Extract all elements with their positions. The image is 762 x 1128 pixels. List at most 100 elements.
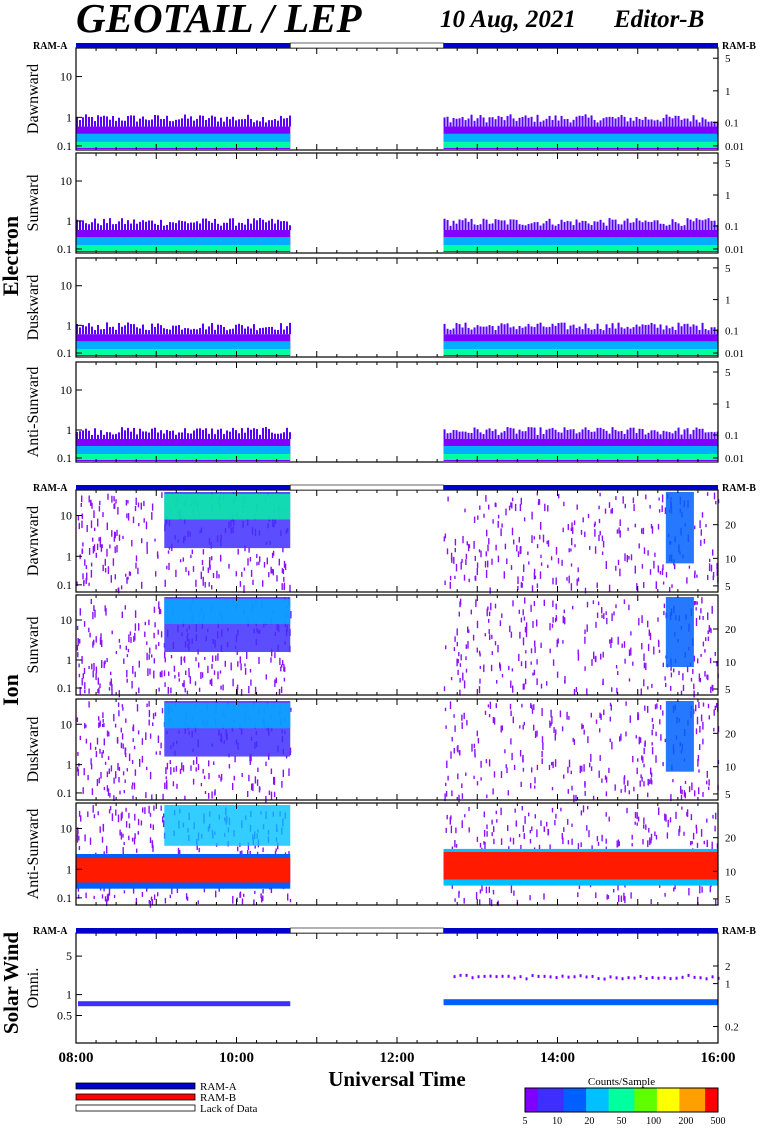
noise-speck <box>480 760 482 768</box>
y-tick-label: 1 <box>66 862 72 876</box>
colorbar-segment <box>566 1088 571 1112</box>
noise-speck <box>477 515 479 520</box>
band-speck <box>268 428 270 439</box>
noise-speck <box>702 721 704 730</box>
noise-speck <box>554 733 556 741</box>
noise-speck <box>593 651 595 659</box>
band-speck <box>76 219 78 230</box>
noise-speck <box>497 644 499 653</box>
noise-speck <box>207 665 209 674</box>
colorbar-segment <box>637 1088 642 1112</box>
band-speck <box>635 324 638 335</box>
band-speck <box>250 223 252 230</box>
colorbar-segment <box>598 1088 603 1112</box>
noise-speck <box>113 536 115 542</box>
y2-tick-label: 20 <box>725 624 737 636</box>
noise-speck <box>137 730 140 735</box>
noise-speck <box>111 689 113 695</box>
band-speck <box>148 120 150 127</box>
noise-speck <box>491 819 493 825</box>
noise-speck <box>582 805 585 813</box>
noise-speck <box>571 823 573 827</box>
noise-speck <box>102 750 104 754</box>
band-speck <box>160 430 162 439</box>
band-speck <box>569 429 572 439</box>
band-speck <box>247 114 249 127</box>
noise-speck <box>536 764 539 771</box>
noise-speck <box>168 562 170 571</box>
band-speck <box>689 434 692 439</box>
noise-speck <box>202 566 204 571</box>
noise-speck <box>91 502 93 509</box>
band-speck <box>587 223 590 230</box>
noise-speck <box>571 522 573 528</box>
band-speck <box>247 427 249 439</box>
noise-speck <box>541 708 543 716</box>
noise-speck <box>149 900 152 908</box>
noise-speck <box>669 817 672 823</box>
noise-speck <box>650 524 653 529</box>
noise-speck <box>117 506 119 515</box>
band-speck <box>211 428 213 439</box>
band-speck <box>256 330 258 335</box>
noise-speck <box>198 687 201 692</box>
noise-speck <box>696 842 699 848</box>
band-speck <box>479 224 482 230</box>
noise-speck <box>138 523 140 527</box>
noise-speck <box>680 795 683 801</box>
band-speck <box>491 326 494 335</box>
noise-speck <box>458 892 460 898</box>
noise-speck <box>119 790 121 795</box>
band-speck <box>680 326 683 335</box>
band-speck <box>662 118 665 127</box>
noise-speck <box>499 662 501 668</box>
noise-speck <box>138 687 140 694</box>
noise-speck <box>511 527 514 536</box>
noise-speck <box>248 774 250 782</box>
noise-speck <box>539 534 541 540</box>
noise-speck <box>154 622 156 628</box>
noise-speck <box>534 575 537 579</box>
band-speck <box>217 324 219 335</box>
band-speck <box>509 427 512 439</box>
y2-tick-label: 0.01 <box>725 141 744 153</box>
noise-speck <box>131 785 133 790</box>
noise-speck <box>500 771 503 779</box>
noise-speck <box>540 642 542 649</box>
band-speck <box>707 218 710 230</box>
noise-speck <box>164 579 166 587</box>
noise-speck <box>647 781 650 786</box>
noise-speck <box>87 774 89 781</box>
noise-speck <box>658 641 660 648</box>
noise-speck <box>562 615 564 624</box>
noise-speck <box>208 560 211 568</box>
noise-speck <box>110 765 113 772</box>
noise-speck <box>659 719 661 725</box>
band-speck <box>238 323 240 335</box>
noise-speck <box>250 570 253 577</box>
noise-speck <box>511 502 513 509</box>
noise-speck <box>640 774 642 779</box>
noise-speck <box>611 613 613 621</box>
noise-speck <box>521 582 523 588</box>
noise-speck <box>103 887 105 892</box>
omni-band-b <box>443 999 718 1006</box>
noise-speck <box>647 792 649 798</box>
noise-speck <box>93 544 96 552</box>
noise-speck <box>628 604 630 611</box>
band-speck <box>229 218 231 230</box>
noise-speck <box>648 827 650 833</box>
noise-speck <box>162 793 164 801</box>
noise-speck <box>533 536 535 540</box>
noise-speck <box>536 659 538 665</box>
y-tick-label: 0.1 <box>57 242 72 256</box>
noise-speck <box>575 794 577 802</box>
noise-speck <box>95 672 97 681</box>
noise-speck <box>118 777 120 783</box>
noise-speck <box>651 526 654 534</box>
band-speck <box>572 225 575 230</box>
band-speck <box>464 120 467 127</box>
noise-speck <box>454 575 456 579</box>
y-tick-label: 10 <box>60 717 72 731</box>
noise-speck <box>634 565 636 574</box>
